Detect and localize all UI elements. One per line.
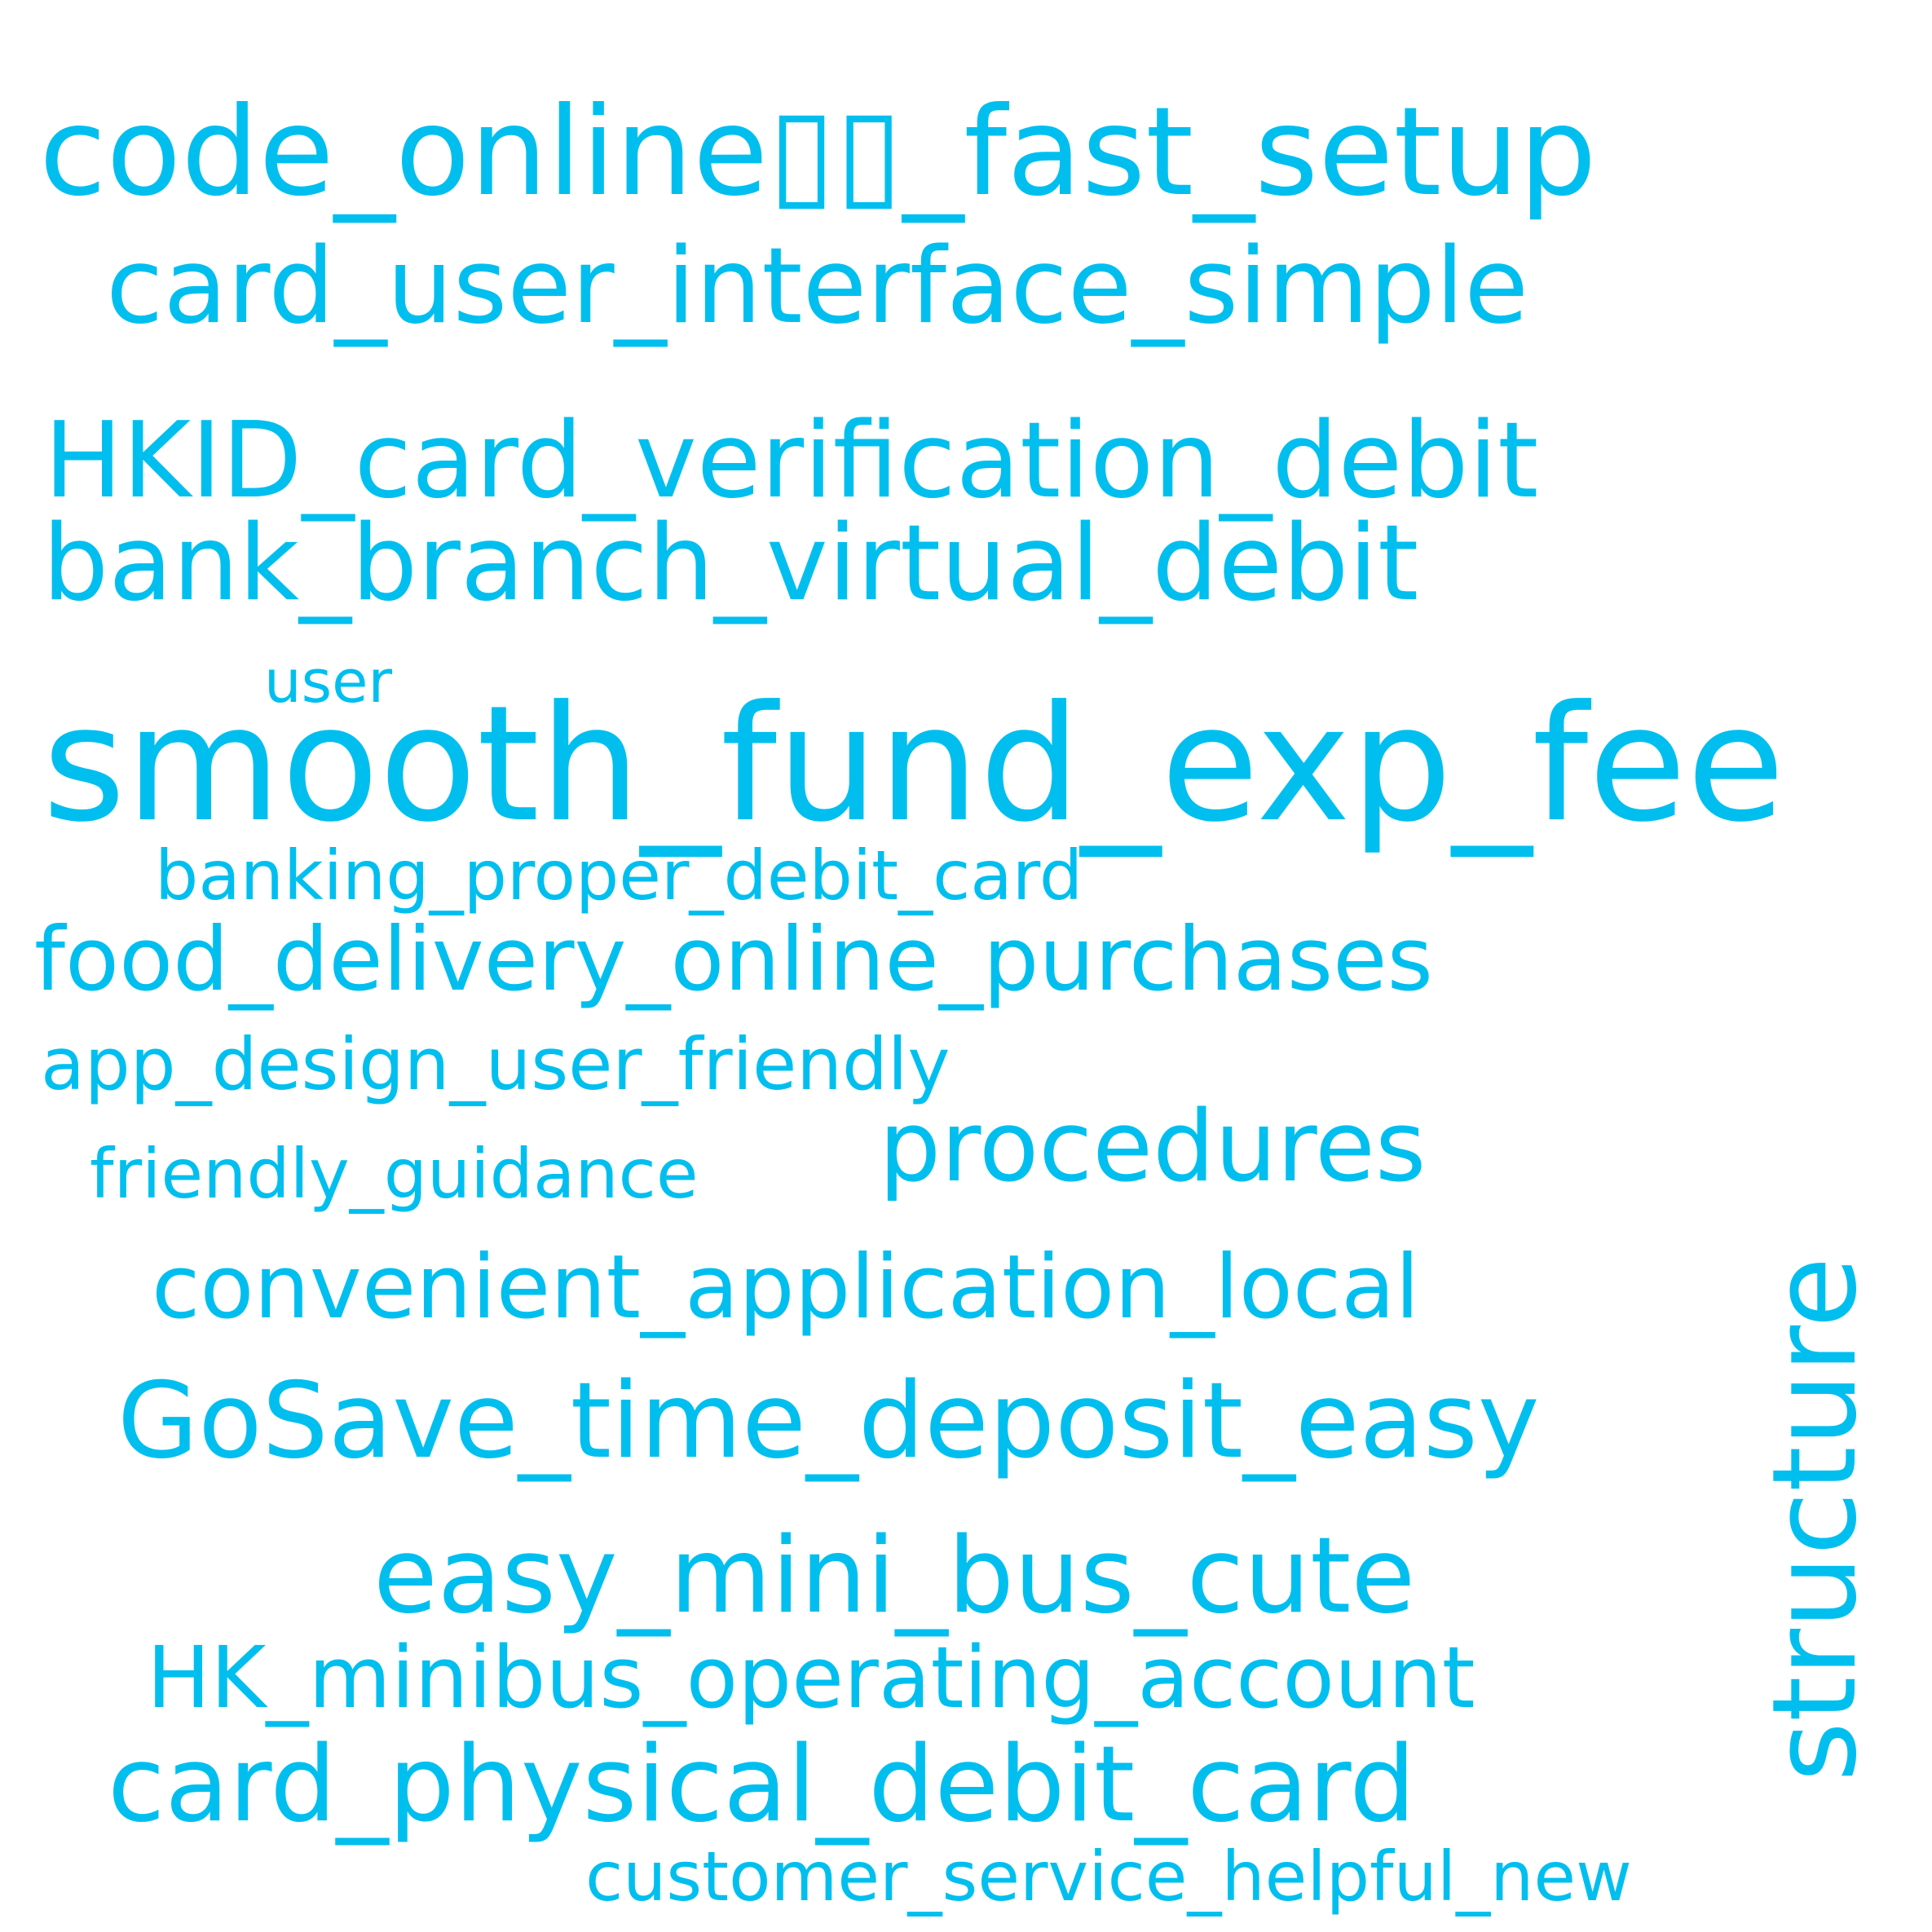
word-card-user-interface-simple: card_user_interface_simple [106,226,1528,347]
word-customer-service-helpful-new: customer_service_helpful_new [585,1837,1632,1917]
word-smooth-fund-exp-fee: smooth_fund_exp_fee [42,672,1785,858]
word-hk-minibus-operating-account: HK_minibus_operating_account [147,1628,1475,1727]
word-app-design-user-friendly: app_design_user_friendly [41,1022,951,1106]
word-friendly-guidance: friendly_guidance [90,1134,699,1214]
word-card-physical-debit-card: card_physical_debit_card [108,1724,1416,1846]
word-bank-branch-virtual-debit: bank_branch_virtual_debit [42,503,1419,624]
word-convenient-application-local: convenient_application_local [152,1237,1420,1339]
word-gosave-time-deposit-easy: GoSave_time_deposit_easy [117,1361,1540,1482]
word-easy-mini-bus-cute: easy_mini_bus_cute [373,1515,1416,1637]
word-structure: structure [1748,1256,1882,1782]
word-procedures: procedures [879,1091,1427,1204]
word-food-delivery-online-purchases: food_delivery_online_purchases [34,909,1433,1011]
word-user: user [264,647,393,716]
word-code-online-fast-setup: code_online▯▯_fast_setup [39,82,1597,223]
word-hkid-card-verification-debit: HKID_card_verification_debit [44,400,1539,522]
word-banking-proper-debit-card: banking_proper_debit_card [155,836,1083,915]
